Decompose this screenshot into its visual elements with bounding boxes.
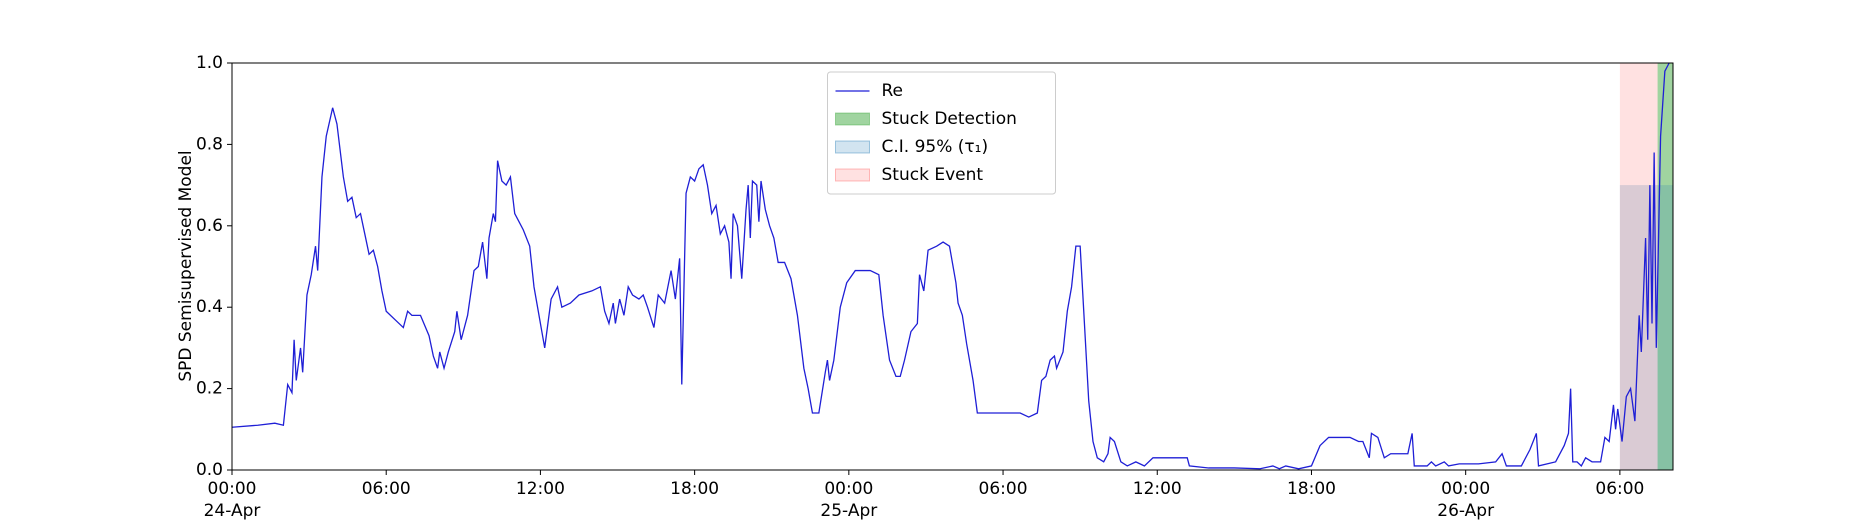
legend-box xyxy=(827,71,1056,195)
legend-swatch xyxy=(835,112,870,126)
axes-frame xyxy=(231,62,1674,471)
x-tick-label: 06:00 xyxy=(1595,479,1645,499)
legend-swatch xyxy=(835,140,870,154)
legend: Re Stuck Detection C.I. 95% (τ₁) Stuck Even… xyxy=(827,71,1056,195)
legend-swatch xyxy=(835,168,870,182)
x-tick-label: 00:00 26-Apr xyxy=(1437,479,1495,521)
x-tick-label: 12:00 xyxy=(515,479,565,499)
y-tick-label: 0.8 xyxy=(196,134,223,154)
line xyxy=(231,62,1670,470)
x-tick-label: 12:00 xyxy=(1132,479,1182,499)
span xyxy=(1619,185,1673,470)
y-axis-label: SPD Semisupervised Model xyxy=(176,150,196,381)
legend-label: C.I. 95% (τ₁) xyxy=(882,137,989,157)
x-tick-label: 18:00 xyxy=(670,479,720,499)
y-tick-label: 0.6 xyxy=(196,216,223,236)
x-tick-label: 06:00 xyxy=(361,479,411,499)
x-tick-label: 18:00 xyxy=(1286,479,1336,499)
y-tick-label: 0.0 xyxy=(196,460,223,480)
legend-label: Re xyxy=(882,81,904,101)
x-tick-label: 00:00 25-Apr xyxy=(820,479,878,521)
y-tick-label: 1.0 xyxy=(196,53,223,73)
x-tick-label: 06:00 xyxy=(978,479,1028,499)
legend-label: Stuck Event xyxy=(882,165,984,185)
span xyxy=(1657,63,1673,470)
y-tick-label: 0.4 xyxy=(196,297,223,317)
x-tick-label: 00:00 24-Apr 1900 xyxy=(203,479,261,525)
legend-label: Stuck Detection xyxy=(882,109,1017,129)
y-tick-label: 0.2 xyxy=(196,379,223,399)
